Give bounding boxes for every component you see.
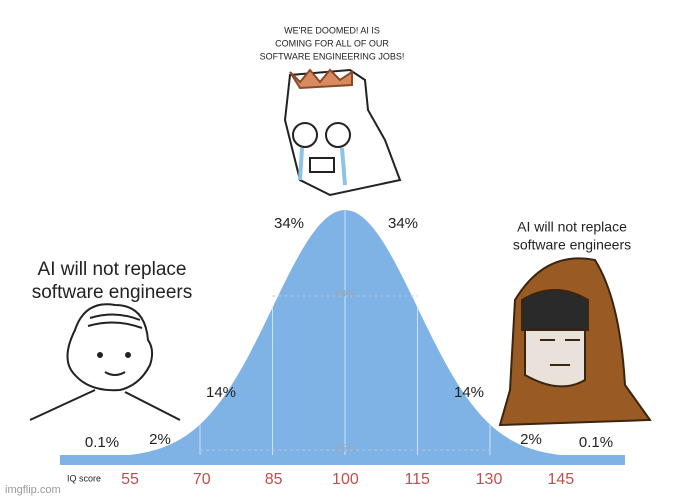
simple-character [29,303,181,421]
percent-label: 0.1% [579,434,613,451]
percent-label: 34% [388,215,418,232]
top-caption: WE'RE DOOMED! AI IS [284,25,380,35]
watermark: imgflip.com [5,484,61,496]
tick-label: 100 [332,471,359,488]
percent-label: 14% [206,384,236,401]
axis-label: IQ score [67,473,101,483]
crying-character [283,68,402,197]
left-caption: software engineers [32,282,193,303]
percent-label: 14% [454,384,484,401]
tick-label: 55 [121,471,139,488]
tick-label: 70 [193,471,211,488]
left-caption: AI will not replace [38,259,187,280]
axis-ticks: 55 70 85 100 115 130 145 [121,471,574,488]
percent-label: 0.1% [85,434,119,451]
hooded-character [498,257,652,427]
top-caption: COMING FOR ALL OF OUR [275,38,389,48]
bell-curve [80,210,610,458]
tick-label: 145 [547,471,574,488]
percent-label: 68% [335,289,355,300]
tick-label: 115 [404,471,430,488]
percent-label: 2% [520,431,542,448]
axis-bar [60,455,625,465]
percent-label: 34% [274,215,304,232]
right-caption: software engineers [513,237,631,253]
tick-label: 130 [476,471,503,488]
percent-label: 2% [149,431,171,448]
tick-label: 85 [265,471,283,488]
percent-label: 95% [335,444,355,455]
top-caption: SOFTWARE ENGINEERING JOBS! [260,51,405,61]
right-caption: AI will not replace [517,219,627,235]
